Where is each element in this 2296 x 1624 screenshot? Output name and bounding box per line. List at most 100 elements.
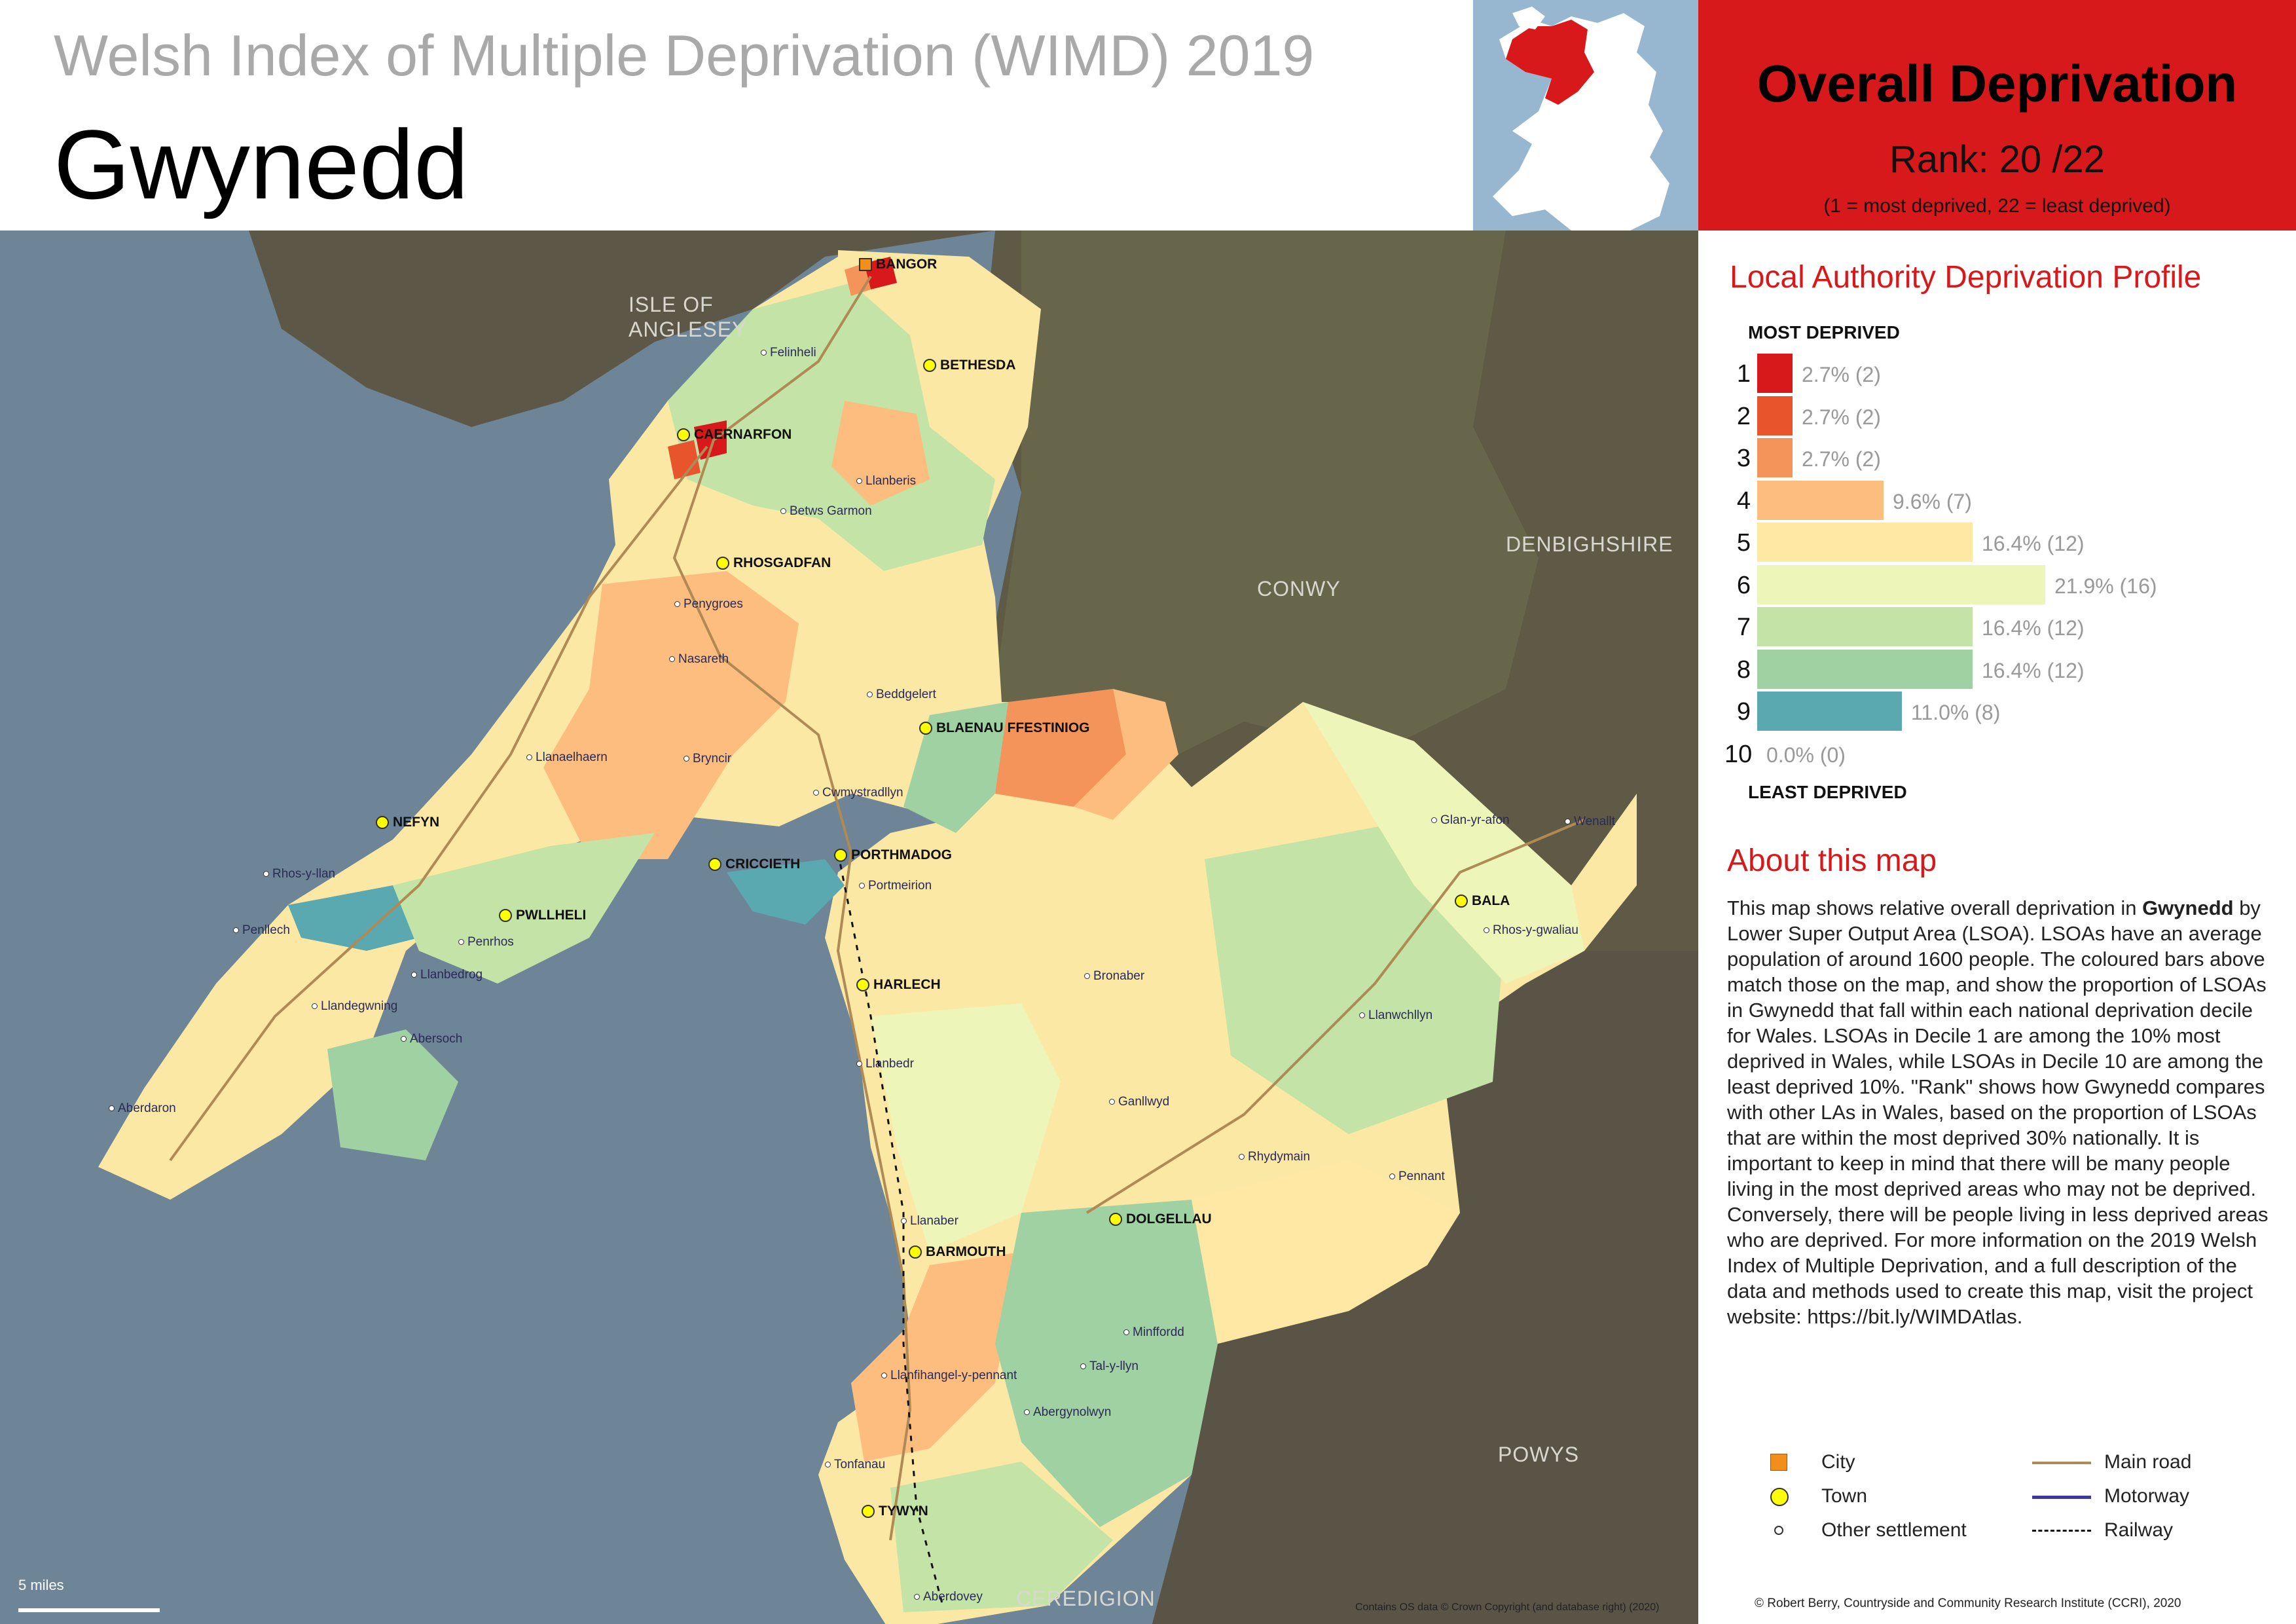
map-label-aberdaron: Aberdaron: [109, 1101, 176, 1116]
decile-value-label: 0.0% (0): [1766, 743, 1846, 767]
decile-number: 5: [1736, 529, 1751, 557]
map-label-llanberis: Llanberis: [856, 474, 916, 489]
town-marker-icon: [716, 557, 729, 570]
main-road-a487: [672, 275, 912, 1541]
map-label-minffordd: Minffordd: [1123, 1325, 1184, 1340]
settlement-marker-icon: [312, 1003, 318, 1009]
settlement-marker-icon: [1239, 1154, 1245, 1160]
conwy-land: [995, 231, 1539, 787]
map-legend: City Town Other settlement Main road Mot…: [1698, 1449, 2296, 1579]
map-label-rhos-y-gwaliau: Rhos-y-gwaliau: [1484, 923, 1578, 938]
lsoa-decile8-dolgellau: [995, 1200, 1218, 1527]
settlement-marker-icon: [669, 656, 675, 662]
decile-bar: [1757, 692, 1902, 731]
map-label-tywyn: TYWYN: [862, 1504, 928, 1519]
settlement-marker-icon: [813, 790, 819, 796]
map-label-betws-garmon: Betws Garmon: [780, 504, 872, 519]
legend-other-icon: [1774, 1526, 1783, 1535]
rank-note: (1 = most deprived, 22 = least deprived): [1823, 195, 2171, 217]
legend-city-icon: [1770, 1454, 1787, 1471]
decile-row-10: 10 0.0% (0): [1724, 734, 2287, 773]
main-road-a494: [1085, 819, 1585, 1214]
map-label-rhydymain: Rhydymain: [1239, 1150, 1310, 1164]
decile-row-4: 4 9.6% (7): [1724, 480, 2287, 520]
least-deprived-label: LEAST DEPRIVED: [1748, 782, 1907, 802]
map-label-rhos-y-llan: Rhos-y-llan: [263, 867, 335, 881]
town-marker-icon: [499, 909, 512, 922]
map-label-aberdovey: Aberdovey: [914, 1590, 983, 1604]
settlement-marker-icon: [1389, 1173, 1395, 1179]
map-label-tal-y-llyn: Tal-y-llyn: [1080, 1359, 1139, 1374]
map-label-bronaber: Bronaber: [1084, 969, 1144, 984]
settlement-marker-icon: [901, 1218, 907, 1224]
settlement-marker-icon: [856, 478, 862, 484]
map-label-llanbedr: Llanbedr: [856, 1057, 914, 1071]
legend-motorway-icon: [2032, 1496, 2091, 1499]
town-marker-icon: [677, 428, 690, 441]
decile-row-6: 6 21.9% (16): [1724, 564, 2287, 604]
map-label-abersoch: Abersoch: [401, 1032, 462, 1046]
lsoa-decile1-caernarfon: [694, 420, 727, 460]
settlement-marker-icon: [780, 508, 786, 514]
map-label-llanaber: Llanaber: [901, 1214, 958, 1228]
map-label-tonfanau: Tonfanau: [825, 1458, 885, 1472]
settlement-marker-icon: [233, 927, 239, 933]
map-label-denbighshire: DENBIGHSHIRE: [1506, 532, 1673, 556]
legend-town-icon: [1770, 1488, 1789, 1506]
os-credit: Contains OS data © Crown Copyright (and …: [1355, 1602, 1660, 1613]
map-label-bryncir: Bryncir: [683, 752, 731, 766]
map-label-ganllwyd: Ganllwyd: [1109, 1095, 1169, 1109]
lsoa-decile4-tywyn: [851, 1252, 1021, 1462]
decile-number: 8: [1736, 655, 1751, 684]
lsoa-decile5-south: [1192, 1160, 1460, 1344]
map-label-beddgelert: Beddgelert: [867, 688, 936, 702]
map-label-barmouth: BARMOUTH: [909, 1244, 1006, 1260]
map-label-criccieth: CRICCIETH: [708, 857, 800, 872]
scale-bar: [18, 1608, 160, 1612]
deprivation-map: [0, 231, 1698, 1624]
town-marker-icon: [862, 1505, 875, 1518]
side-panel: Local Authority Deprivation Profile MOST…: [1698, 231, 2296, 1624]
decile-number: 1: [1736, 360, 1751, 388]
decile-row-1: 1 2.7% (2): [1724, 354, 2287, 393]
rank-box: Overall Deprivation Rank: 20 /22 (1 = mo…: [1698, 0, 2296, 231]
locator-anglesey: [1512, 7, 1545, 29]
decile-value-label: 16.4% (12): [1982, 532, 2085, 555]
lsoa-decile8-ffestiniog: [903, 702, 1008, 833]
map-subtitle: Welsh Index of Multiple Deprivation (WIM…: [54, 23, 1315, 88]
about-title: About this map: [1727, 843, 1937, 878]
legend-railway-label: Railway: [2104, 1519, 2174, 1541]
town-marker-icon: [919, 722, 932, 735]
decile-row-8: 8 16.4% (12): [1724, 649, 2287, 689]
decile-bar: [1757, 523, 1973, 562]
town-marker-icon: [834, 849, 847, 862]
lsoa-decile6-north: [668, 283, 995, 571]
town-marker-icon: [856, 978, 869, 991]
map-label-penygroes: Penygroes: [674, 597, 743, 612]
map-label-powys: POWYS: [1498, 1443, 1580, 1466]
decile-number: 4: [1736, 487, 1751, 515]
locator-map-svg: [1493, 7, 1669, 231]
lsoa-decile7-coast: [890, 1462, 1113, 1612]
settlement-marker-icon: [1080, 1363, 1086, 1369]
local-authority-name: Gwynedd: [54, 109, 469, 219]
decile-number: 10: [1724, 740, 1753, 768]
decile-bar: [1757, 564, 2045, 604]
town-marker-icon: [1109, 1213, 1122, 1226]
map-label-dolgellau: DOLGELLAU: [1109, 1211, 1212, 1227]
map-label-penrhos: Penrhos: [458, 935, 514, 950]
decile-bar: [1757, 438, 1793, 477]
settlement-marker-icon: [1084, 973, 1090, 979]
map-label-cwmystradllyn: Cwmystradllyn: [813, 786, 903, 800]
decile-number: 2: [1736, 402, 1751, 430]
decile-row-9: 9 11.0% (8): [1724, 692, 2287, 731]
map-label-penllech: Penllech: [233, 923, 290, 938]
city-marker-icon: [859, 258, 872, 271]
map-label-rhosgadfan: RHOSGADFAN: [716, 555, 831, 571]
map-label-portmeirion: Portmeirion: [859, 879, 932, 893]
decile-row-3: 3 2.7% (2): [1724, 438, 2287, 477]
lsoa-decile9-criccieth: [727, 859, 845, 925]
anglesey-land: [249, 231, 995, 427]
map-label-pwllheli: PWLLHELI: [499, 908, 586, 923]
map-label-llanbedrog: Llanbedrog: [411, 968, 483, 982]
